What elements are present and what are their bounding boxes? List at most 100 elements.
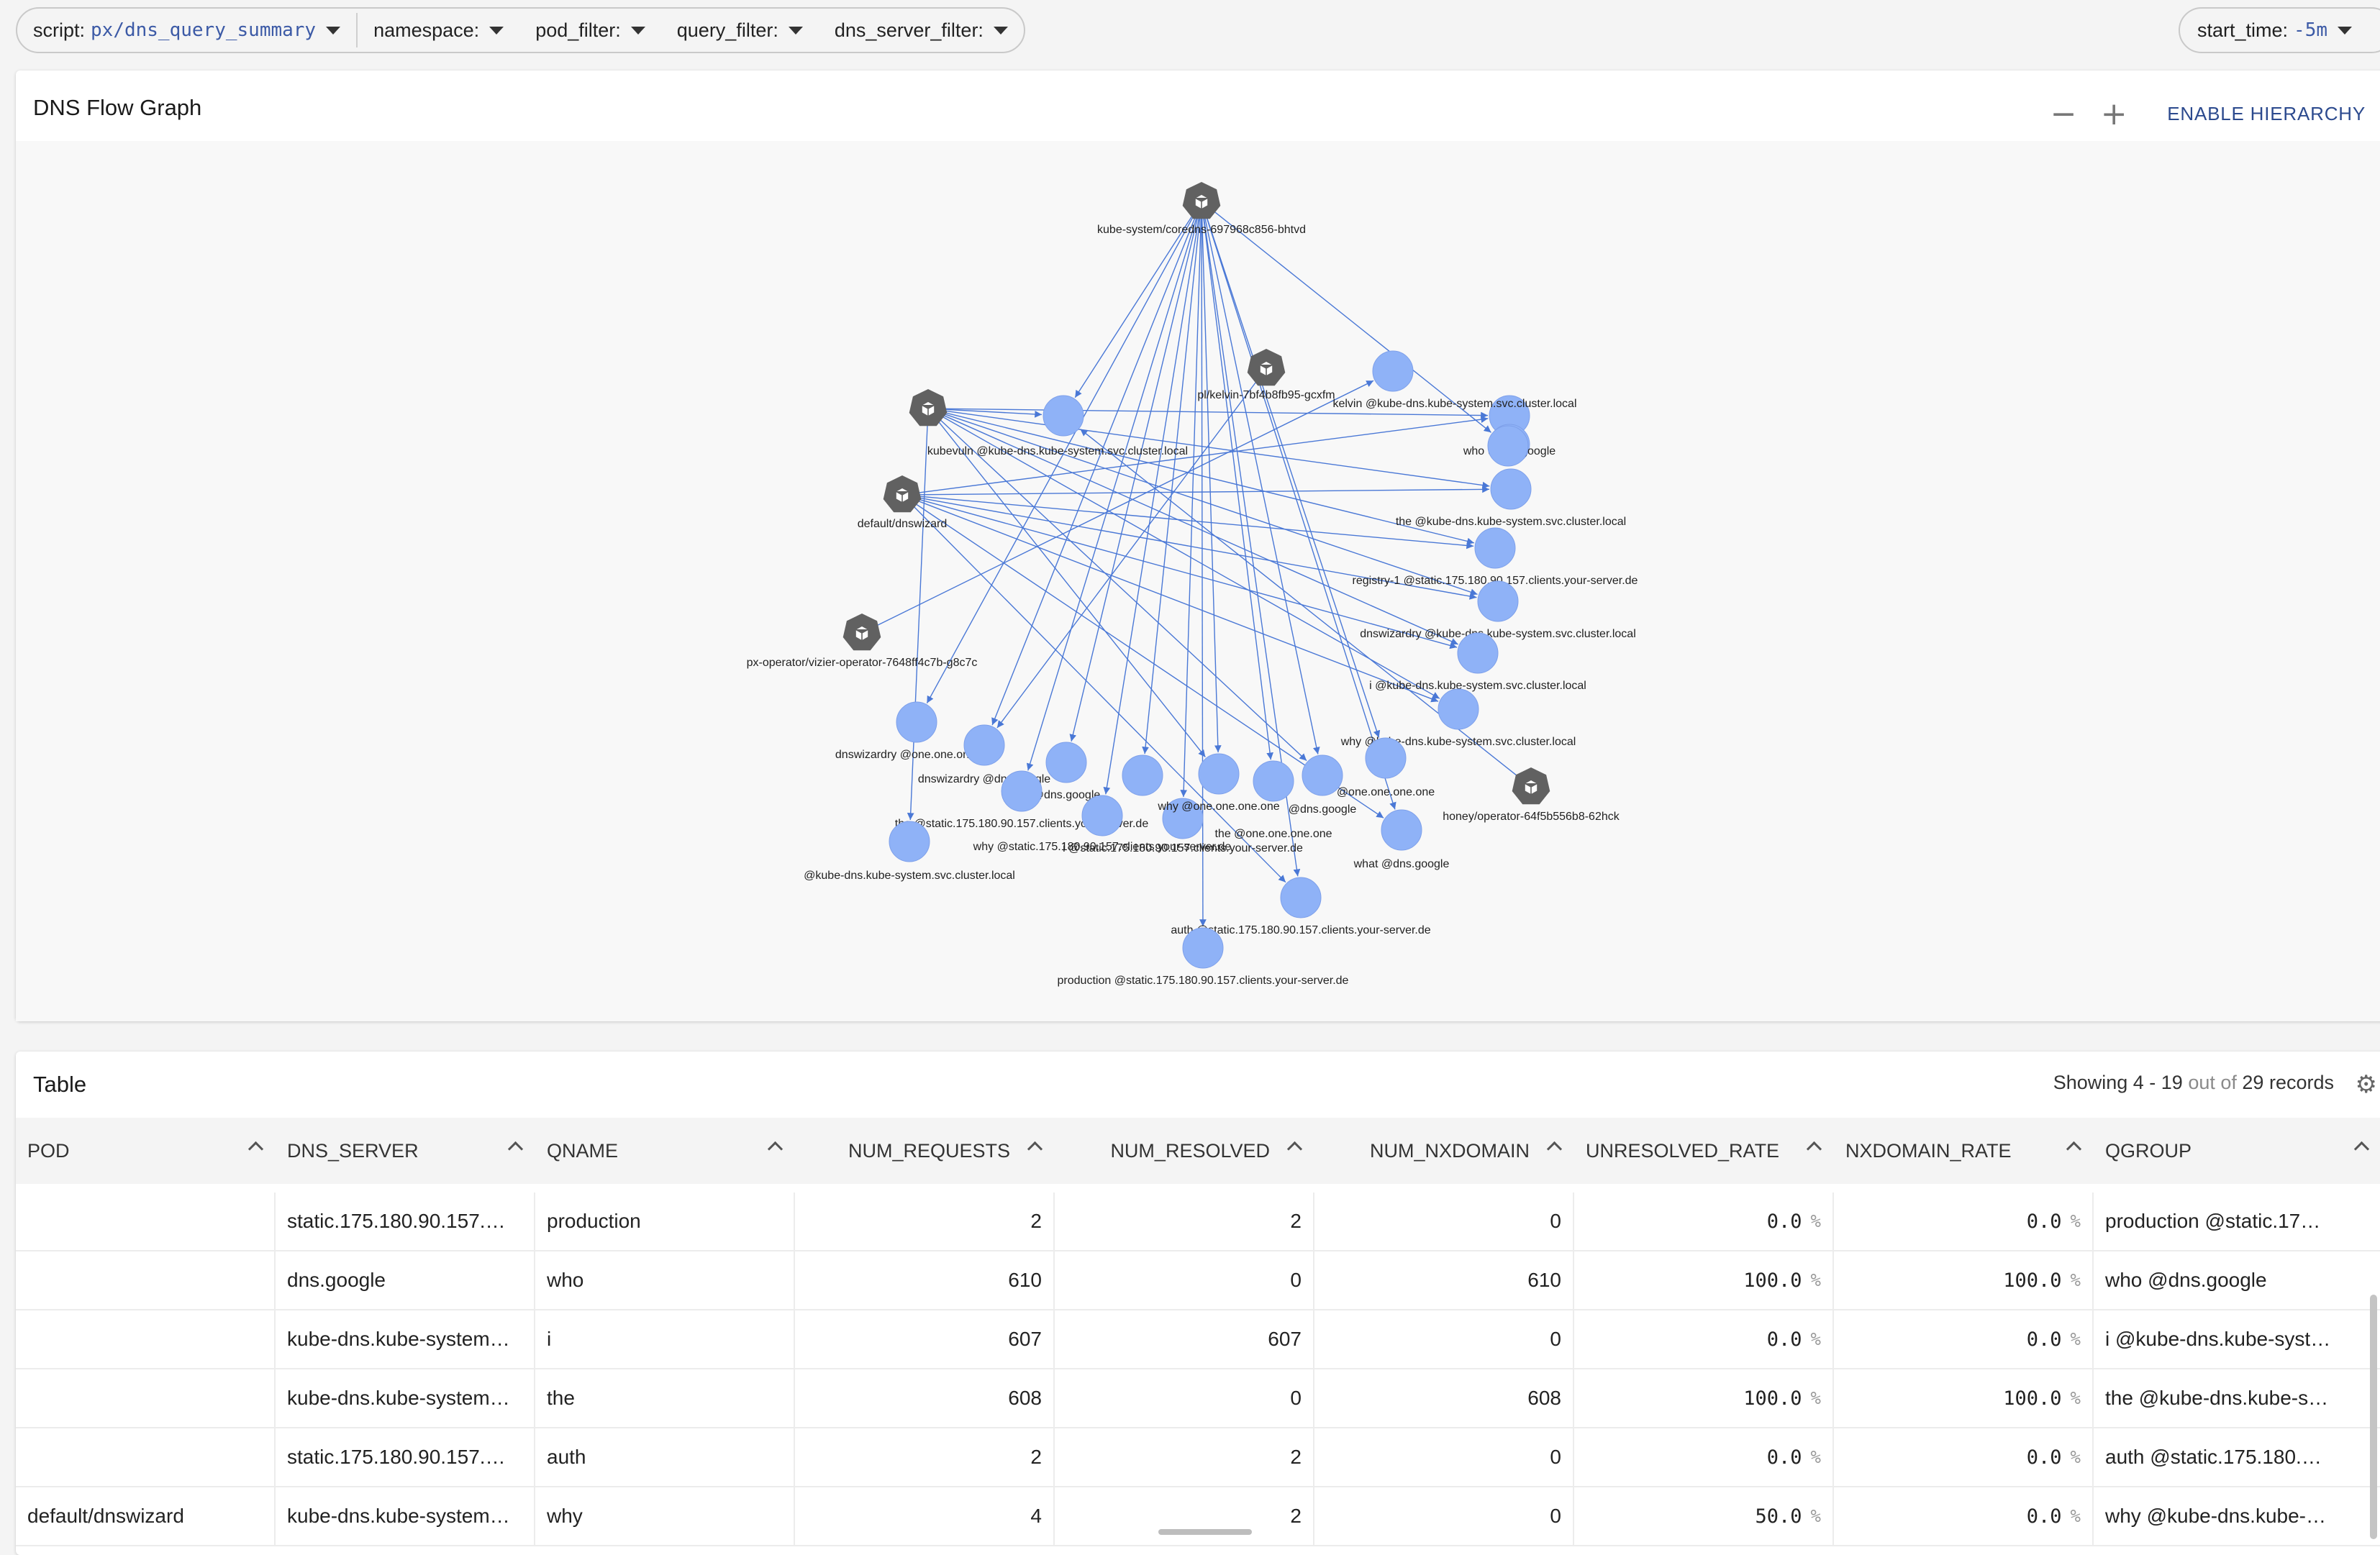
table-row[interactable]: dns.google who 610 0 610 100.0% 100.0% who @dns… [16, 1251, 2380, 1310]
service-node[interactable]: kelvin @kube-dns.kube-system.svc.cluster… [1332, 395, 1577, 437]
service-node[interactable]: why @kube-dns.kube-system.svc.cluster.lo… [1340, 688, 1576, 748]
graph-edge [1213, 211, 1491, 433]
chevron-down-icon [788, 26, 803, 35]
query-filter[interactable]: query_filter: [661, 9, 819, 52]
table-row[interactable]: static.175.180.90.157.… production 2 2 0 0.0%… [16, 1193, 2380, 1251]
cell-dns-server: static.175.180.90.157.… [276, 1428, 535, 1486]
sort-arrow-icon[interactable] [1806, 1141, 1822, 1157]
service-node[interactable]: the @one.one.one.one [1214, 760, 1332, 840]
graph-canvas[interactable]: kube-system/coredns-697968c856-bhtvd pl/k… [16, 141, 2380, 1021]
graph-title: DNS Flow Graph [33, 95, 202, 120]
column-header-num-requests[interactable]: NUM_REQUESTS [795, 1118, 1055, 1184]
cell-qgroup: i @kube-dns.kube-syst… [2094, 1310, 2380, 1368]
pod-node[interactable]: pl/kelvin-7bf4b8fb95-gcxfm [1197, 349, 1335, 401]
dns-server-filter[interactable]: dns_server_filter: [819, 9, 1024, 52]
sort-arrow-icon[interactable] [1027, 1141, 1043, 1157]
service-node[interactable]: dnswizardry @kube-dns.kube-system.svc.cl… [1360, 580, 1636, 640]
table-row[interactable]: kube-dns.kube-system… i 607 607 0 0.0% 0.0% i @… [16, 1310, 2380, 1369]
zoom-in-button[interactable]: + [2100, 95, 2127, 132]
script-selector[interactable]: script: px/dns_query_summary [17, 9, 356, 52]
dns-flow-graph[interactable]: kube-system/coredns-697968c856-bhtvd pl/k… [16, 141, 2380, 1021]
service-circle [1474, 527, 1516, 569]
percent-unit: % [1810, 1329, 1821, 1349]
sort-arrow-icon[interactable] [247, 1141, 264, 1157]
column-header-num-resolved[interactable]: NUM_RESOLVED [1055, 1118, 1314, 1184]
namespace-filter[interactable]: namespace: [358, 9, 519, 52]
service-node[interactable]: the @kube-dns.kube-system.svc.cluster.lo… [1396, 468, 1626, 528]
start-time-selector[interactable]: start_time: -5m [2179, 7, 2380, 53]
table-horizontal-scrollbar[interactable] [1158, 1529, 1252, 1535]
service-node[interactable] [1487, 425, 1529, 467]
sort-arrow-icon[interactable] [2353, 1141, 2370, 1157]
column-header-nxdomain-rate[interactable]: NXDOMAIN_RATE [1834, 1118, 2094, 1184]
column-header-num-nxdomain[interactable]: NUM_NXDOMAIN [1314, 1118, 1574, 1184]
table-row[interactable]: kube-dns.kube-system… the 608 0 608 100.0% 100… [16, 1369, 2380, 1428]
pod-node[interactable]: default/dnswizard [858, 475, 948, 530]
node-label: @dns.google [1289, 803, 1357, 816]
service-node[interactable] [1372, 350, 1414, 392]
column-header-label: QGROUP [2105, 1139, 2192, 1162]
cell-qname: i [535, 1310, 795, 1368]
pod-node[interactable]: honey/operator-64f5b556b8-62hck [1443, 767, 1620, 823]
node-label: kubevuln @kube-dns.kube-system.svc.clust… [927, 445, 1188, 457]
service-node[interactable]: i @static.175.180.90.157.clients.your-se… [1063, 798, 1303, 854]
cell-num-requests: 610 [795, 1251, 1055, 1309]
service-circle [1162, 798, 1204, 839]
cell-value: 100.0 [2003, 1269, 2062, 1292]
sort-arrow-icon[interactable] [2066, 1141, 2082, 1157]
cell-value: 610 [1008, 1269, 1042, 1291]
sort-arrow-icon[interactable] [767, 1141, 784, 1157]
cell-nxdomain-rate: 0.0% [1834, 1487, 2094, 1545]
zoom-out-button[interactable]: − [2050, 95, 2077, 132]
service-circle [1457, 632, 1499, 674]
pod-node[interactable] [909, 389, 948, 427]
cell-qgroup: the @kube-dns.kube-s… [2094, 1369, 2380, 1427]
table-vertical-scrollbar[interactable] [2370, 1295, 2377, 1539]
sort-arrow-icon[interactable] [507, 1141, 524, 1157]
cell-value: i @kube-dns.kube-syst… [2105, 1328, 2331, 1350]
table-row[interactable]: default/dnswizard kube-dns.kube-system… wh… [16, 1487, 2380, 1546]
column-header-qname[interactable]: QNAME [535, 1118, 795, 1184]
service-node[interactable]: what @dns.google [1353, 809, 1450, 870]
service-node[interactable] [1122, 754, 1163, 796]
namespace-key: namespace: [373, 19, 480, 41]
cell-value: 0.0 [1766, 1328, 1802, 1351]
service-node[interactable]: @dns.google [1289, 754, 1357, 816]
percent-unit: % [2070, 1506, 2081, 1526]
service-node[interactable]: i @kube-dns.kube-system.svc.cluster.loca… [1369, 632, 1586, 692]
pod-node[interactable]: kube-system/coredns-697968c856-bhtvd [1097, 182, 1306, 236]
table-row[interactable]: static.175.180.90.157.… auth 2 2 0 0.0% 0.0% au… [16, 1428, 2380, 1487]
sort-arrow-icon[interactable] [1286, 1141, 1303, 1157]
node-label: @kube-dns.kube-system.svc.cluster.local [804, 870, 1015, 882]
service-node[interactable]: auth @static.175.180.90.157.clients.your… [1171, 877, 1431, 936]
graph-toolbar: − + ENABLE HIERARCHY [2045, 95, 2366, 132]
service-circle [1487, 425, 1529, 467]
graph-edge [939, 419, 1307, 762]
service-node[interactable]: @kube-dns.kube-system.svc.cluster.local [804, 821, 1015, 882]
column-header-unresolved-rate[interactable]: UNRESOLVED_RATE [1574, 1118, 1834, 1184]
column-header-pod[interactable]: POD [16, 1118, 276, 1184]
gear-icon[interactable]: ⚙ [2355, 1070, 2377, 1099]
cell-value: 2 [1030, 1210, 1042, 1232]
service-node[interactable]: @one.one.one.one [1337, 737, 1435, 798]
graph-edge [943, 409, 1043, 418]
service-circle [1198, 753, 1240, 795]
pod-filter[interactable]: pod_filter: [519, 9, 661, 52]
cell-pod [16, 1310, 276, 1368]
service-node[interactable]: @dns.google [1032, 742, 1101, 801]
sort-arrow-icon[interactable] [1546, 1141, 1563, 1157]
service-node[interactable]: production @static.175.180.90.157.client… [1058, 927, 1349, 987]
enable-hierarchy-button[interactable]: ENABLE HIERARCHY [2167, 102, 2366, 124]
column-header-qgroup[interactable]: QGROUP [2094, 1118, 2380, 1184]
percent-unit: % [2070, 1447, 2081, 1467]
service-node[interactable]: why @static.175.180.90.157.clients.your-… [973, 795, 1232, 853]
service-node[interactable]: dnswizardry @one.one.one.one [835, 701, 998, 761]
pod-node[interactable]: px-operator/vizier-operator-7648ff4c7b-g… [747, 614, 978, 669]
service-node[interactable]: why @one.one.one.one [1157, 753, 1280, 813]
service-node[interactable]: kubevuln @kube-dns.kube-system.svc.clust… [927, 395, 1188, 457]
cell-value: dns.google [287, 1269, 386, 1291]
percent-unit: % [2070, 1329, 2081, 1349]
graph-edge [1203, 216, 1273, 760]
service-node[interactable]: registry-1 @static.175.180.90.157.client… [1353, 527, 1638, 587]
column-header-dns-server[interactable]: DNS_SERVER [276, 1118, 535, 1184]
